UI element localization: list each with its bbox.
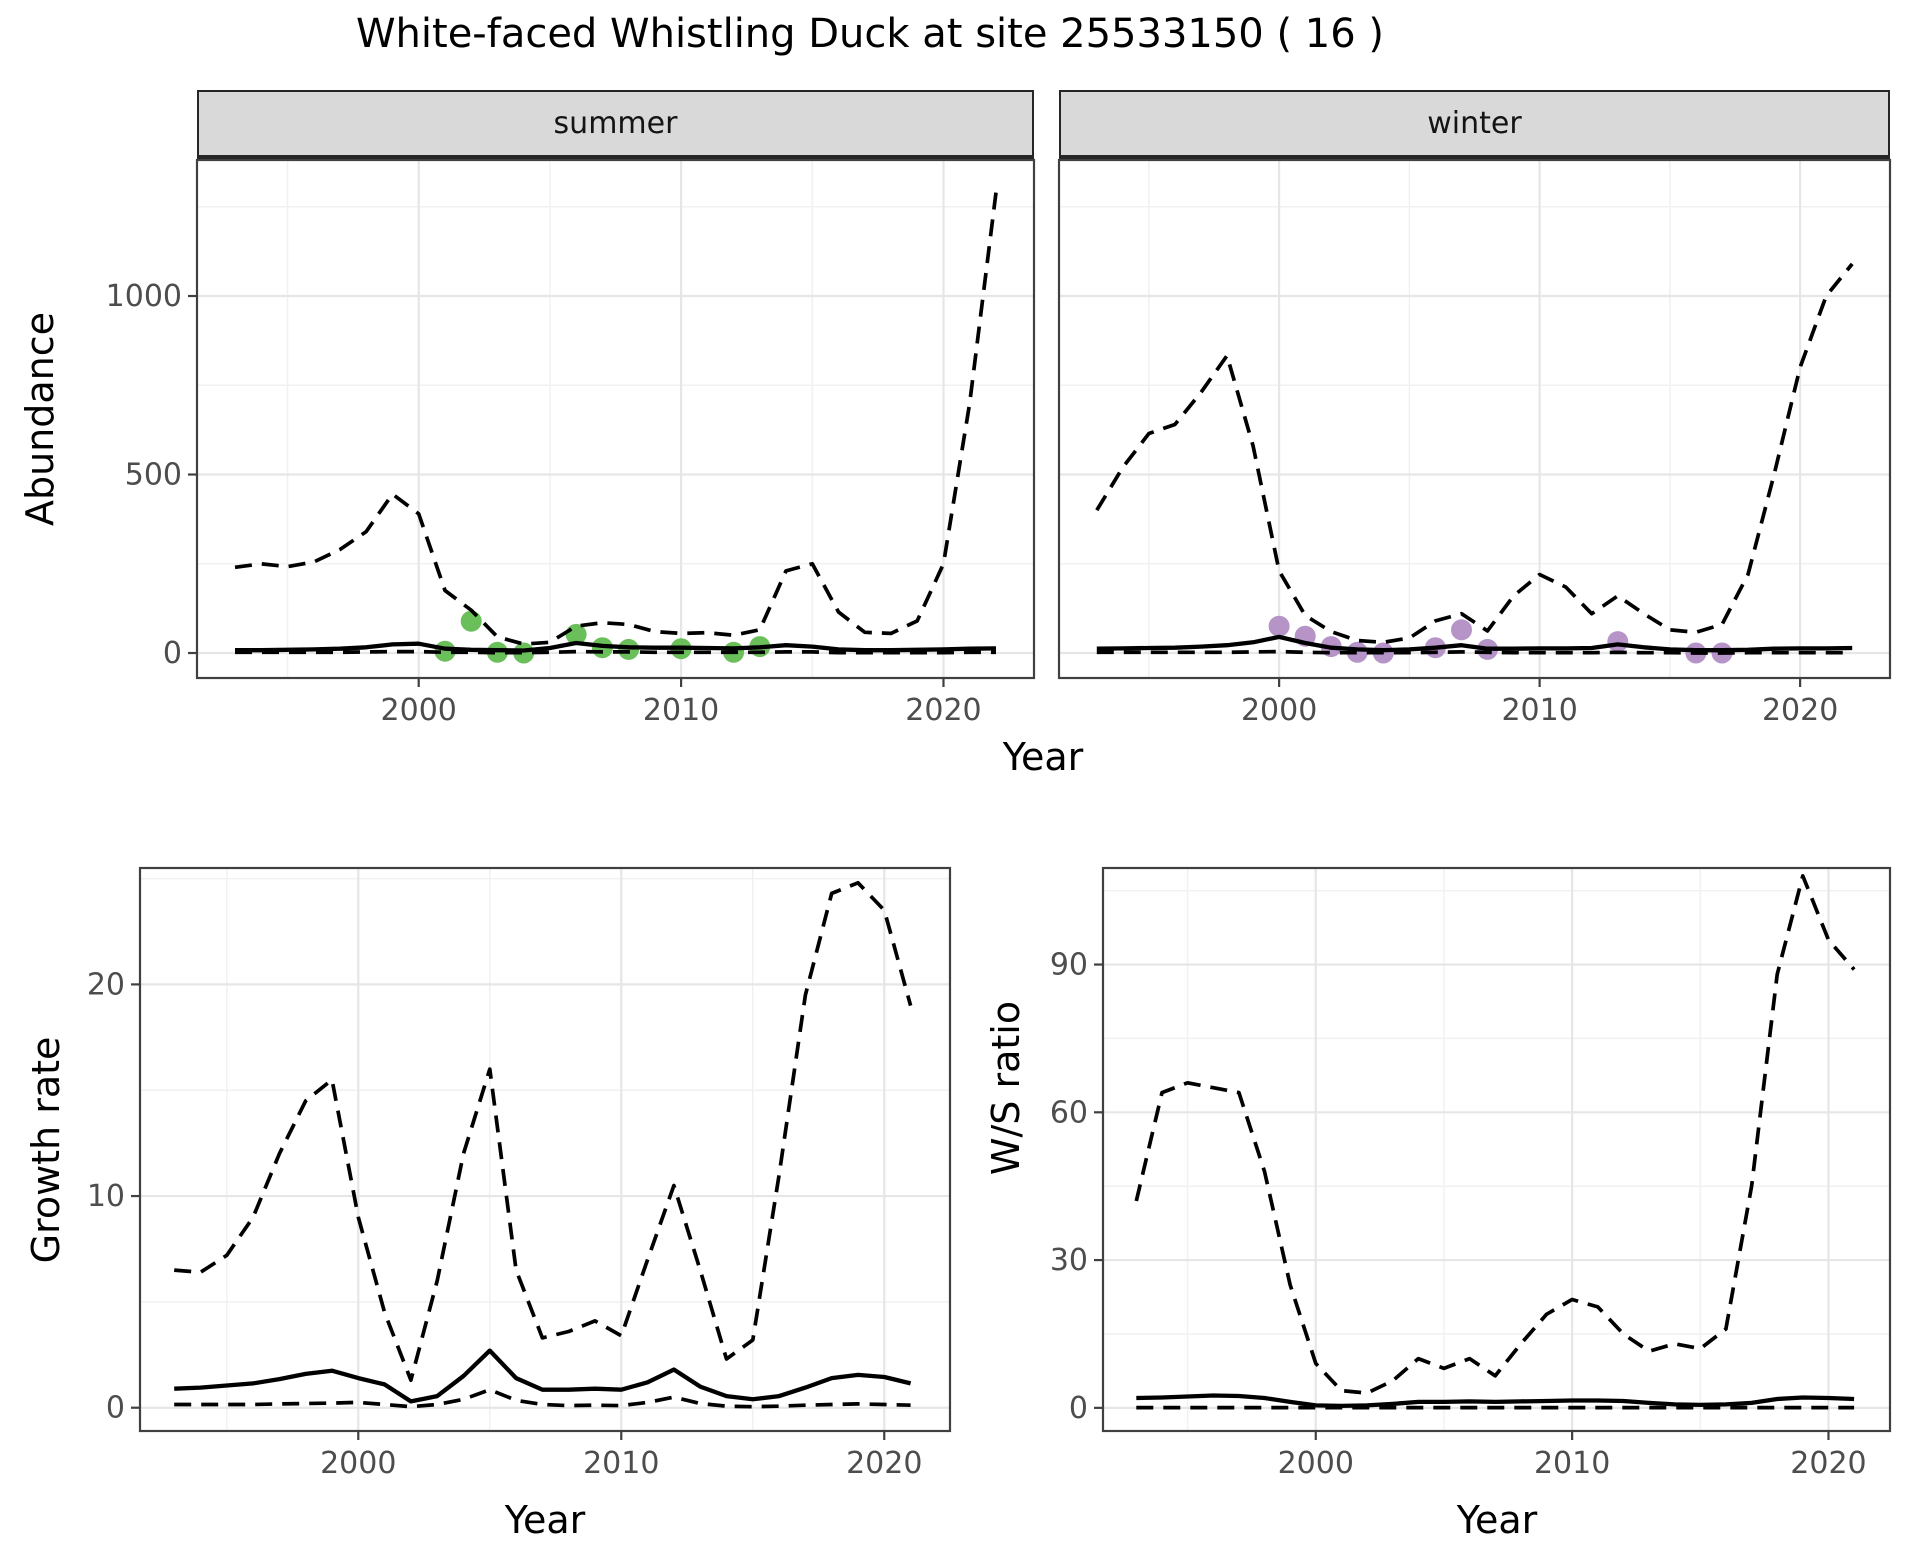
- abundance-winter-upper_ci-line: [1095, 262, 1854, 645]
- y-tick-label: 500: [125, 458, 182, 493]
- observation-point: [1268, 615, 1290, 637]
- y-tick-label: 90: [1050, 948, 1088, 983]
- y-tick-label: 0: [106, 1391, 125, 1426]
- x-tick-label: 2000: [1278, 1446, 1354, 1481]
- panel-border: [1057, 158, 1892, 680]
- x-tick-label: 2020: [846, 1446, 922, 1481]
- y-tick-label: 10: [87, 1179, 125, 1214]
- y-tick-label: 0: [1069, 1391, 1088, 1426]
- y-tick-label: 60: [1050, 1095, 1088, 1130]
- x-tick-label: 2010: [643, 693, 719, 728]
- panel-ws-ratio: 2000 2010 2020 0 30 60 90: [1050, 866, 1892, 1481]
- facet-strip-summer: summer: [197, 90, 1034, 160]
- panel-border: [195, 158, 1036, 680]
- abundance-summer-lower_ci-line: [235, 649, 996, 655]
- panel-background: [197, 160, 1034, 678]
- x-tick-label: 2000: [320, 1446, 396, 1481]
- x-tick-label: 2000: [381, 693, 457, 728]
- panel-abundance-winter: 2000 2010 2020: [1057, 158, 1892, 728]
- growth-rate-mean-line: [174, 1348, 912, 1404]
- observation-point: [513, 642, 535, 664]
- x-tick-label: 2010: [1534, 1446, 1610, 1481]
- panel-border: [138, 866, 952, 1433]
- panel-background: [140, 868, 950, 1431]
- x-tick-label: 2010: [1501, 693, 1577, 728]
- panel-abundance-summer: 2000 2010 2020 0 500 1000: [106, 158, 1036, 728]
- growth-rate-lower_ci-line: [174, 1387, 911, 1409]
- y-tick-label: 0: [163, 636, 182, 671]
- panel-border: [1101, 866, 1892, 1433]
- abundance-winter-mean-line: [1096, 634, 1853, 653]
- facet-strip-winter: winter: [1059, 90, 1890, 160]
- panel-background: [1103, 868, 1890, 1431]
- abundance-summer-mean-line: [235, 640, 997, 653]
- observation-point: [1451, 619, 1472, 641]
- x-axis-title-year-growth: Year: [504, 1498, 586, 1542]
- abundance-winter-lower_ci-line: [1096, 649, 1853, 655]
- x-axis-title-year-ws: Year: [1456, 1498, 1538, 1542]
- x-tick-label: 2020: [905, 693, 981, 728]
- ws-ratio-upper_ci-line: [1134, 874, 1856, 1395]
- ws-ratio-mean-line: [1136, 1393, 1855, 1409]
- x-tick-label: 2020: [1762, 693, 1838, 728]
- x-tick-label: 2010: [583, 1446, 659, 1481]
- y-tick-label: 20: [87, 967, 125, 1002]
- plot-title: White-faced Whistling Duck at site 25533…: [355, 11, 1385, 57]
- growth-rate-upper_ci-line: [174, 880, 913, 1383]
- x-tick-label: 2020: [1790, 1446, 1866, 1481]
- abundance-summer-upper_ci-line: [234, 192, 998, 646]
- facet-strip-summer-label: summer: [553, 106, 678, 141]
- x-axis-title-year-top: Year: [1002, 735, 1084, 779]
- y-tick-label: 1000: [106, 279, 182, 314]
- observation-point: [460, 610, 482, 632]
- panel-growth-rate: 2000 2010 2020 0 10 20: [87, 866, 952, 1481]
- y-tick-label: 30: [1050, 1243, 1088, 1278]
- facet-strip-winter-label: winter: [1427, 106, 1522, 141]
- observation-point: [1607, 631, 1629, 653]
- x-tick-label: 2000: [1241, 693, 1317, 728]
- panel-background: [1059, 160, 1890, 678]
